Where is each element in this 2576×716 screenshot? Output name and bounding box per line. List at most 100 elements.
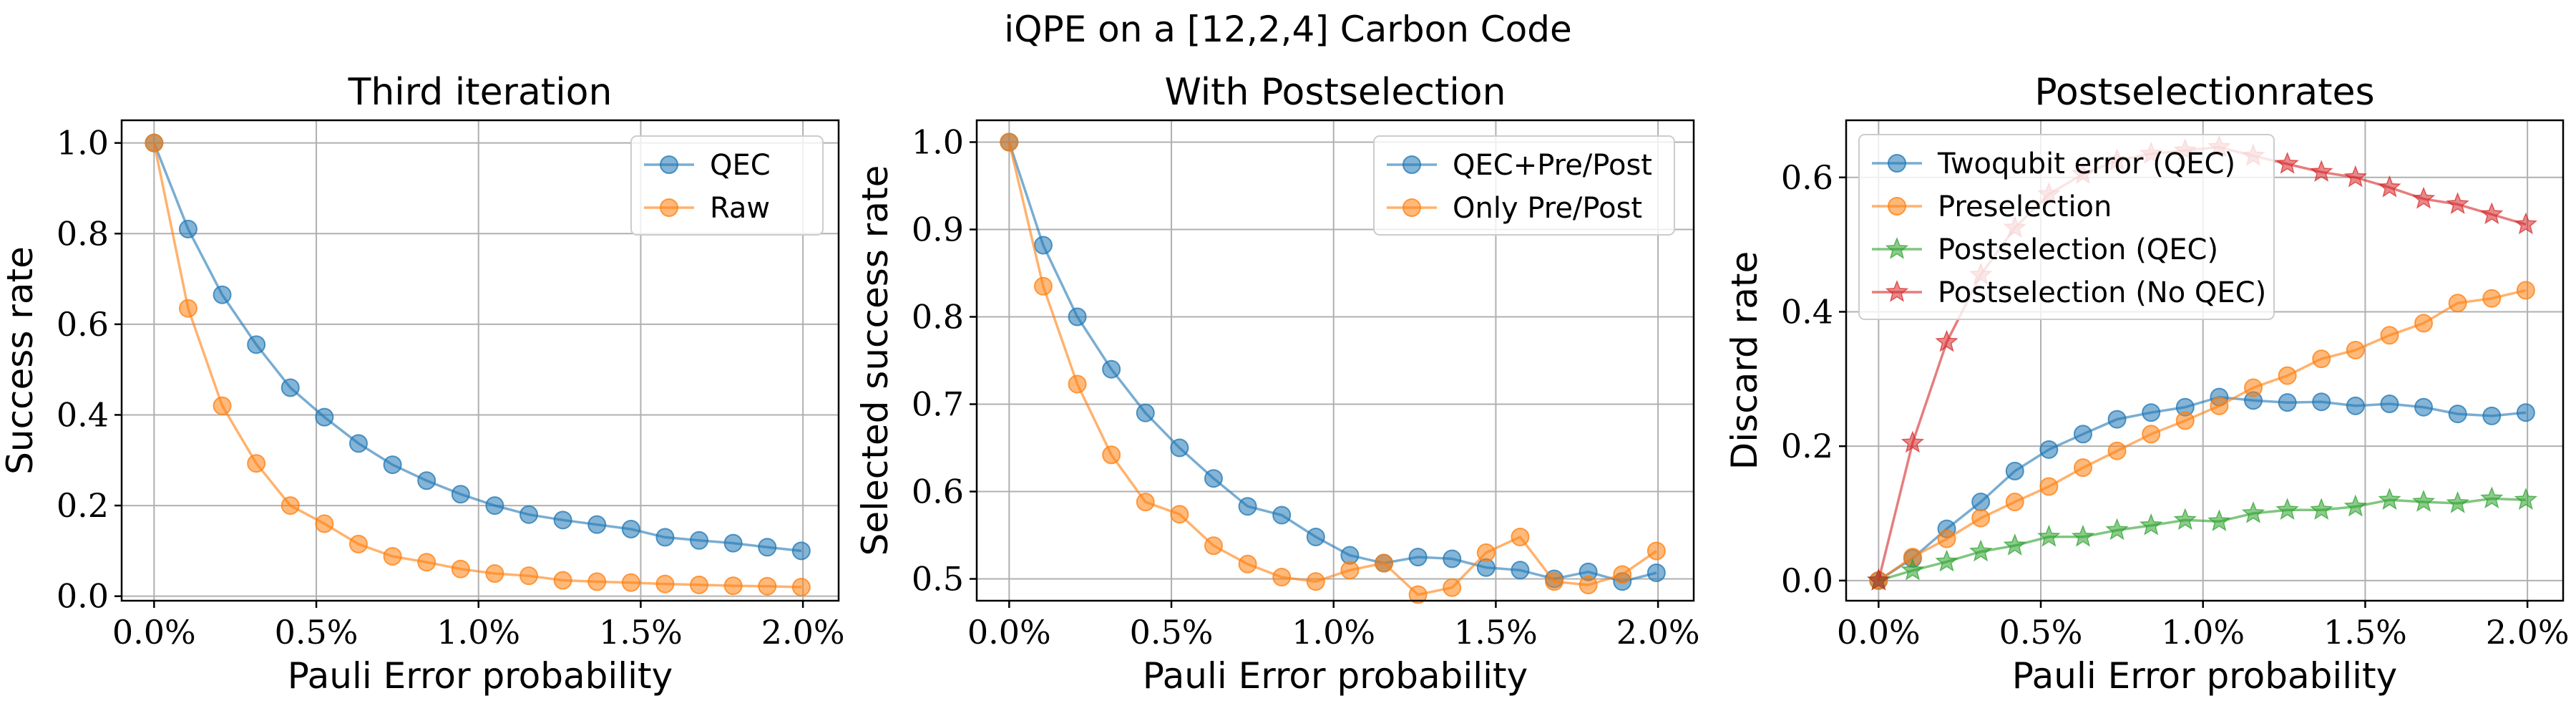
data-point [178,219,197,238]
data-point [1306,572,1325,591]
data-point [2139,513,2163,536]
data-point [1937,529,1956,548]
data-point [1238,554,1257,574]
data-point [1867,568,1890,591]
data-point [1136,493,1155,512]
legend-label: Raw [710,192,770,225]
data-point [2107,441,2127,460]
x-tick-label: 1.0% [1292,613,1375,652]
data-point [315,514,334,533]
data-point [1968,539,1993,562]
data-point [2514,488,2538,511]
data-point [1375,553,1394,573]
data-point [1102,445,1121,465]
data-point [2005,461,2024,480]
data-point [690,531,709,550]
data-point [758,538,777,557]
data-point [1102,359,1121,379]
chart-panel-3: 0.0% 0.5% 1.0% 1.5% 2.0% 0.0 0.2 0.4 0.6 Postsele… [1724,71,2570,697]
x-tick-label: 0.5% [1999,613,2083,652]
data-point [145,133,164,153]
data-point [383,455,402,475]
x-axis-label: Pauli Error probability [2012,655,2397,697]
data-point [2241,500,2265,523]
data-point [1613,565,1632,584]
y-axis-label: Selected success rate [854,165,896,556]
y-tick-label: 1.0 [912,123,964,162]
data-point [348,534,368,553]
data-point [451,485,470,504]
legend-marker [660,155,678,174]
x-tick-label: 0.5% [1130,613,1214,652]
data-point [2207,509,2231,532]
data-point [2378,488,2401,511]
chart-title: Postselectionrates [2034,71,2374,114]
data-point [2073,425,2092,444]
legend-box [630,135,824,236]
data-point [2516,403,2535,422]
legend-box [1373,135,1675,236]
y-tick-label: 0.6 [912,473,964,511]
figure-title: iQPE on a [12,2,4] Carbon Code [1004,9,1572,50]
legend-label: QEC+Pre/Post [1453,149,1652,182]
data-point [1646,541,1666,561]
data-point [2142,403,2161,422]
legend-label: QEC [710,149,771,182]
series-only-pre-post [1000,132,1666,604]
y-tick-label: 1.0 [57,124,109,163]
y-tick-label: 0.6 [1781,158,1833,197]
data-point [280,496,300,516]
data-point [655,574,675,594]
data-point [178,299,197,318]
legend-marker [1888,197,1906,216]
data-point [1204,536,1223,556]
data-point [1511,527,1530,546]
data-point [2107,410,2127,429]
data-point [2105,518,2129,541]
data-point [280,378,300,397]
legend-entry: Only Pre/Post [1387,192,1642,225]
data-point [485,496,504,516]
series-line [1008,142,1657,596]
data-point [1901,430,1925,453]
data-point [621,519,640,538]
data-point [2514,212,2538,235]
data-point [247,454,266,473]
series-postselection-qec- [1867,486,2538,591]
x-tick-label: 1.0% [436,613,520,652]
data-point [2312,349,2331,369]
data-point [1646,563,1666,582]
legend-marker [1402,155,1421,174]
legend-label: Only Pre/Post [1453,192,1642,225]
data-point [1170,438,1189,458]
axes-frame [1845,119,2565,602]
data-point [417,471,436,490]
data-point [2343,165,2368,188]
data-point [2173,508,2197,531]
legend-label: Preselection [1938,190,2112,223]
data-point [2343,494,2368,517]
data-point [1306,527,1325,546]
legend-entry: QEC+Pre/Post [1387,149,1652,182]
data-point [2278,366,2297,385]
x-tick-label: 1.5% [599,613,683,652]
data-point [1408,548,1428,566]
legend: QEC+Pre/Post Only Pre/Post [1373,135,1675,236]
y-tick-label: 0.8 [57,214,109,253]
data-point [519,566,539,586]
y-tick-label: 0.0 [57,577,109,616]
data-point [2411,186,2436,209]
data-point [723,576,743,596]
data-point [2446,192,2469,215]
chart-panel-1: 0.0% 0.5% 1.0% 1.5% 2.0% 0.0 0.2 0.4 0.6 0.8 1.0 Th… [0,71,845,697]
legend-entry: Postselection (QEC) [1872,233,2218,266]
y-axis-label: Discard rate [1724,251,1765,470]
series-raw [145,133,811,597]
legend-marker [1885,279,1909,302]
data-point [2244,378,2263,397]
legend-marker [660,198,678,217]
data-point [1033,276,1053,296]
legend-entry: Preselection [1872,190,2112,223]
data-point [621,573,640,592]
x-tick-label: 1.0% [2161,613,2245,652]
